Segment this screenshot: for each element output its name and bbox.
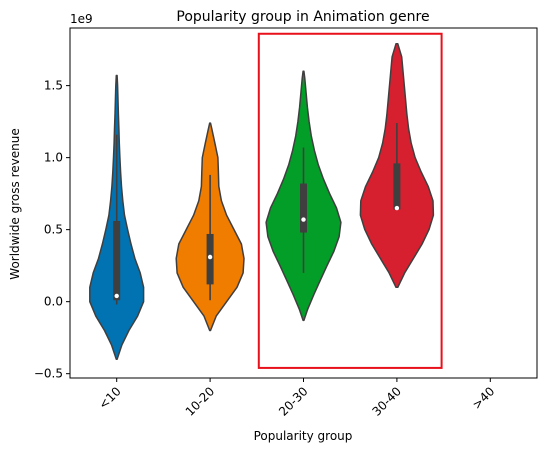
x-tick-label: 10-20 xyxy=(183,384,218,419)
y-axis-label: Worldwide gross revenue xyxy=(8,128,22,279)
highlight-box xyxy=(257,32,443,369)
y-tick-label: 1.0 xyxy=(44,151,63,165)
iqr-box-20-30 xyxy=(300,183,307,233)
y-tick-label: 1.5 xyxy=(44,79,63,93)
y-tick-label: 0.5 xyxy=(44,223,63,237)
median-dot-10 xyxy=(114,293,119,299)
median-dot-20-30 xyxy=(301,217,306,222)
iqr-box-30-40 xyxy=(393,163,401,210)
median-dot-30-40 xyxy=(394,205,400,211)
iqr-box-10 xyxy=(113,221,121,301)
chart-title: Popularity group in Animation genre xyxy=(176,9,429,25)
y-axis-scale-label: 1e9 xyxy=(70,12,93,26)
x-tick-label: >40 xyxy=(470,384,498,412)
median-dot-10-20 xyxy=(207,254,213,260)
x-axis-label: Popularity group xyxy=(254,429,353,443)
x-tick-label: <10 xyxy=(96,384,124,412)
violin-layer xyxy=(89,43,435,361)
y-tick-label: −0.5 xyxy=(34,367,63,381)
y-tick-label: 0.0 xyxy=(44,295,63,309)
plot-frame xyxy=(69,27,538,379)
x-tick-label: 30-40 xyxy=(369,384,404,419)
x-tick-label: 20-30 xyxy=(276,384,311,419)
